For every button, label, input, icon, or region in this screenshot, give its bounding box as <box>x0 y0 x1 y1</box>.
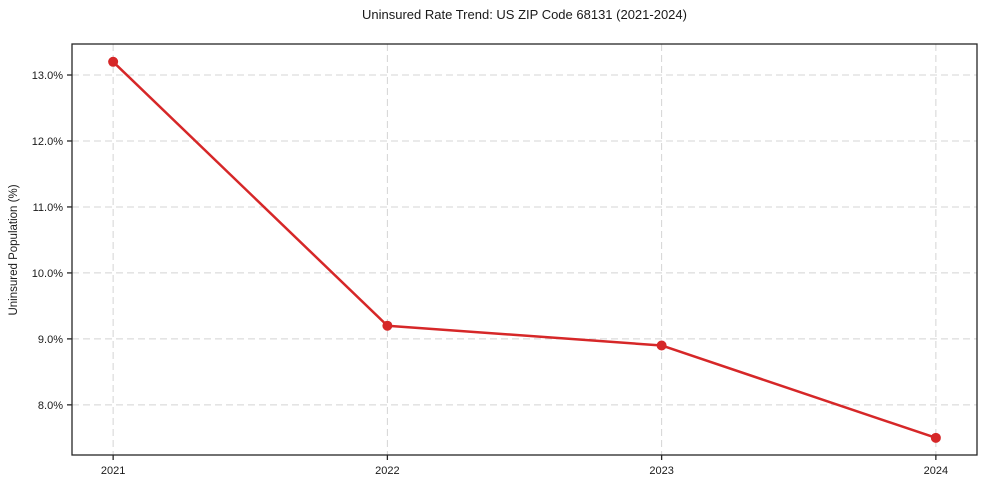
chart-title: Uninsured Rate Trend: US ZIP Code 68131 … <box>362 7 687 22</box>
trend-line <box>111 60 938 440</box>
data-point-marker <box>656 340 667 351</box>
data-point-marker <box>108 56 119 67</box>
x-tick-label: 2021 <box>101 465 125 477</box>
y-tick-label: 13.0% <box>32 70 63 82</box>
y-tick-label: 9.0% <box>38 334 63 346</box>
x-tick-label: 2023 <box>649 465 673 477</box>
y-tick-label: 8.0% <box>38 400 63 412</box>
x-tick-label: 2024 <box>924 465 948 477</box>
data-point-marker <box>382 320 393 331</box>
axes-spines <box>71 43 978 456</box>
data-point-marker <box>930 432 941 443</box>
y-tick-label: 12.0% <box>32 136 63 148</box>
y-tick-label: 10.0% <box>32 268 63 280</box>
y-tick-label: 11.0% <box>33 202 64 214</box>
x-tick-label: 2022 <box>375 465 399 477</box>
